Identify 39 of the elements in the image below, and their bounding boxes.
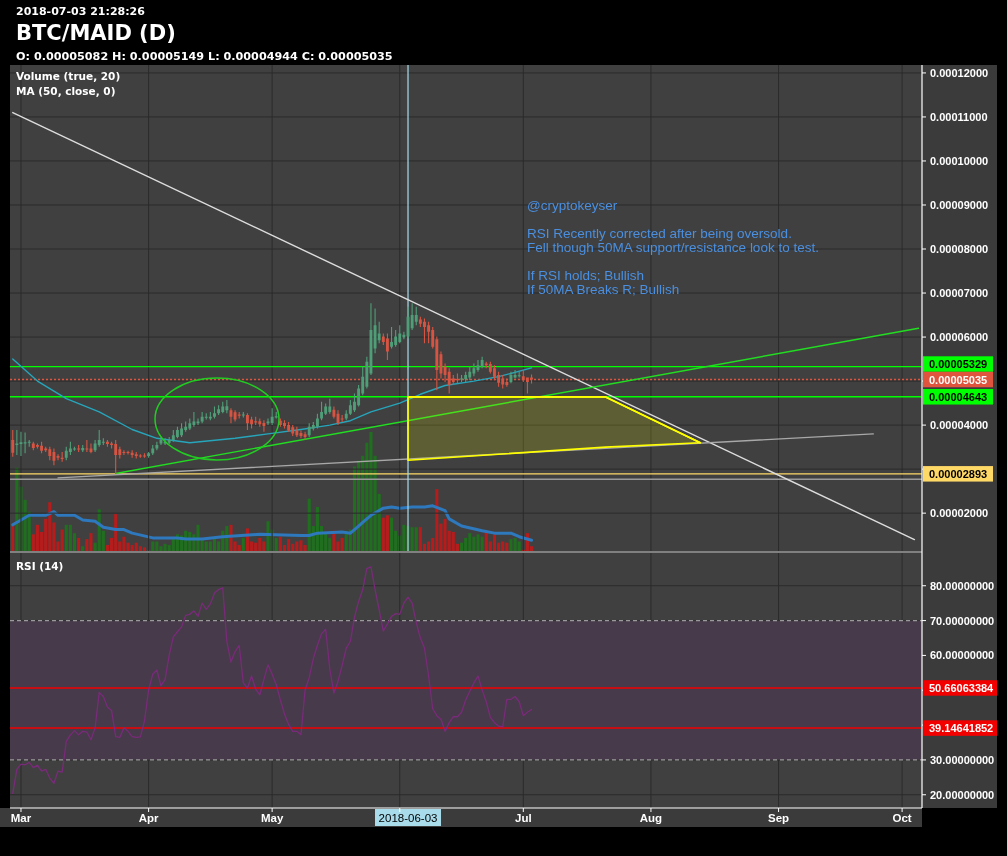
y-tick-label: 0.00010000 xyxy=(930,154,989,167)
x-tick-label: May xyxy=(260,812,284,824)
y-tick-label: 0.00002000 xyxy=(930,507,989,520)
y-tick-label: 0.00009000 xyxy=(930,198,989,211)
annotation: If RSI holds; Bullish xyxy=(527,268,645,283)
y-tick-label: 0.00008000 xyxy=(930,243,989,256)
x-tick-label: Mar xyxy=(10,812,32,824)
y-tick-label: 60.00000000 xyxy=(930,649,995,662)
x-tick-label: Apr xyxy=(138,812,160,824)
chart-subtitle: O: 0.00005082 H: 0.00005149 L: 0.00004944 C: 0.00005035 xyxy=(16,50,393,63)
x-tick-label: Oct xyxy=(892,812,912,824)
ref-line-label: 2018-06-03 xyxy=(378,812,438,824)
y-tick-label: 70.00000000 xyxy=(930,614,995,627)
ref-line-label: 0.00005329 xyxy=(929,358,988,371)
y-tick-label: 0.00004000 xyxy=(930,419,989,432)
ref-line-label: 50.66063384 xyxy=(929,681,995,694)
text: 2018-07-03 21:28:26 xyxy=(16,5,146,18)
y-tick-label: 0.00007000 xyxy=(930,287,989,300)
annotation: RSI Recently corrected after being oversold. xyxy=(527,226,792,241)
y-tick-label: 20.00000000 xyxy=(930,788,995,801)
chart-title: BTC/MAID (D) xyxy=(16,21,176,45)
annotation: If 50MA Breaks R; Bullish xyxy=(527,282,680,297)
x-tick-label: Jul xyxy=(514,812,532,824)
x-tick-label: Sep xyxy=(768,812,790,824)
annotation: Volume (true, 20) xyxy=(16,70,121,82)
y-tick-label: 0.00012000 xyxy=(930,66,989,79)
y-tick-label: 80.00000000 xyxy=(930,579,995,592)
text: RSI (14) xyxy=(16,560,64,572)
ref-line-label: 0.00004643 xyxy=(929,390,988,403)
y-tick-label: 0.00011000 xyxy=(930,110,988,123)
y-tick-label: 0.00006000 xyxy=(930,331,989,344)
annotation: MA (50, close, 0) xyxy=(16,85,116,97)
y-tick-label: 30.00000000 xyxy=(930,753,995,766)
ref-line-label: 0.00005035 xyxy=(929,373,988,386)
x-tick-label: Aug xyxy=(639,812,663,824)
ref-line-label: 39.14641852 xyxy=(929,722,994,735)
annotation: @cryptokeyser xyxy=(527,198,618,213)
annotation: Fell though 50MA support/resistance look to test. xyxy=(527,240,819,255)
ref-line-label: 0.00002893 xyxy=(929,467,988,480)
